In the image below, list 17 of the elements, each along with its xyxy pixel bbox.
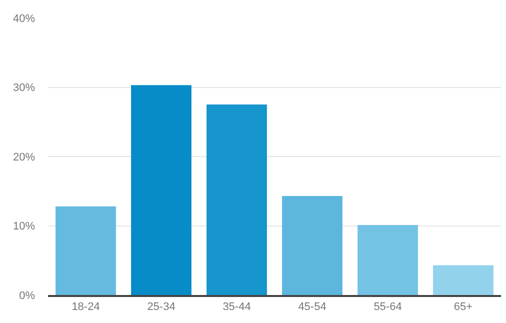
- bar: [131, 85, 192, 295]
- bar: [282, 196, 342, 295]
- bar: [206, 104, 267, 295]
- bar: [433, 265, 494, 295]
- bar: [56, 206, 116, 295]
- x-tick-label: 45-54: [298, 301, 326, 314]
- x-tick-label: 25-34: [147, 301, 176, 314]
- x-tick-label: 18-24: [72, 301, 100, 314]
- x-tick-label: 55-64: [374, 301, 402, 314]
- y-tick-label: 20%: [12, 151, 36, 164]
- y-tick-label: 30%: [12, 82, 36, 94]
- y-tick-label: 0%: [19, 290, 36, 302]
- y-tick-label: 10%: [12, 220, 36, 233]
- bar: [358, 225, 418, 295]
- y-tick-label: 40%: [12, 12, 36, 25]
- x-tick-label: 65+: [454, 301, 473, 314]
- x-tick-label: 35-44: [222, 301, 251, 314]
